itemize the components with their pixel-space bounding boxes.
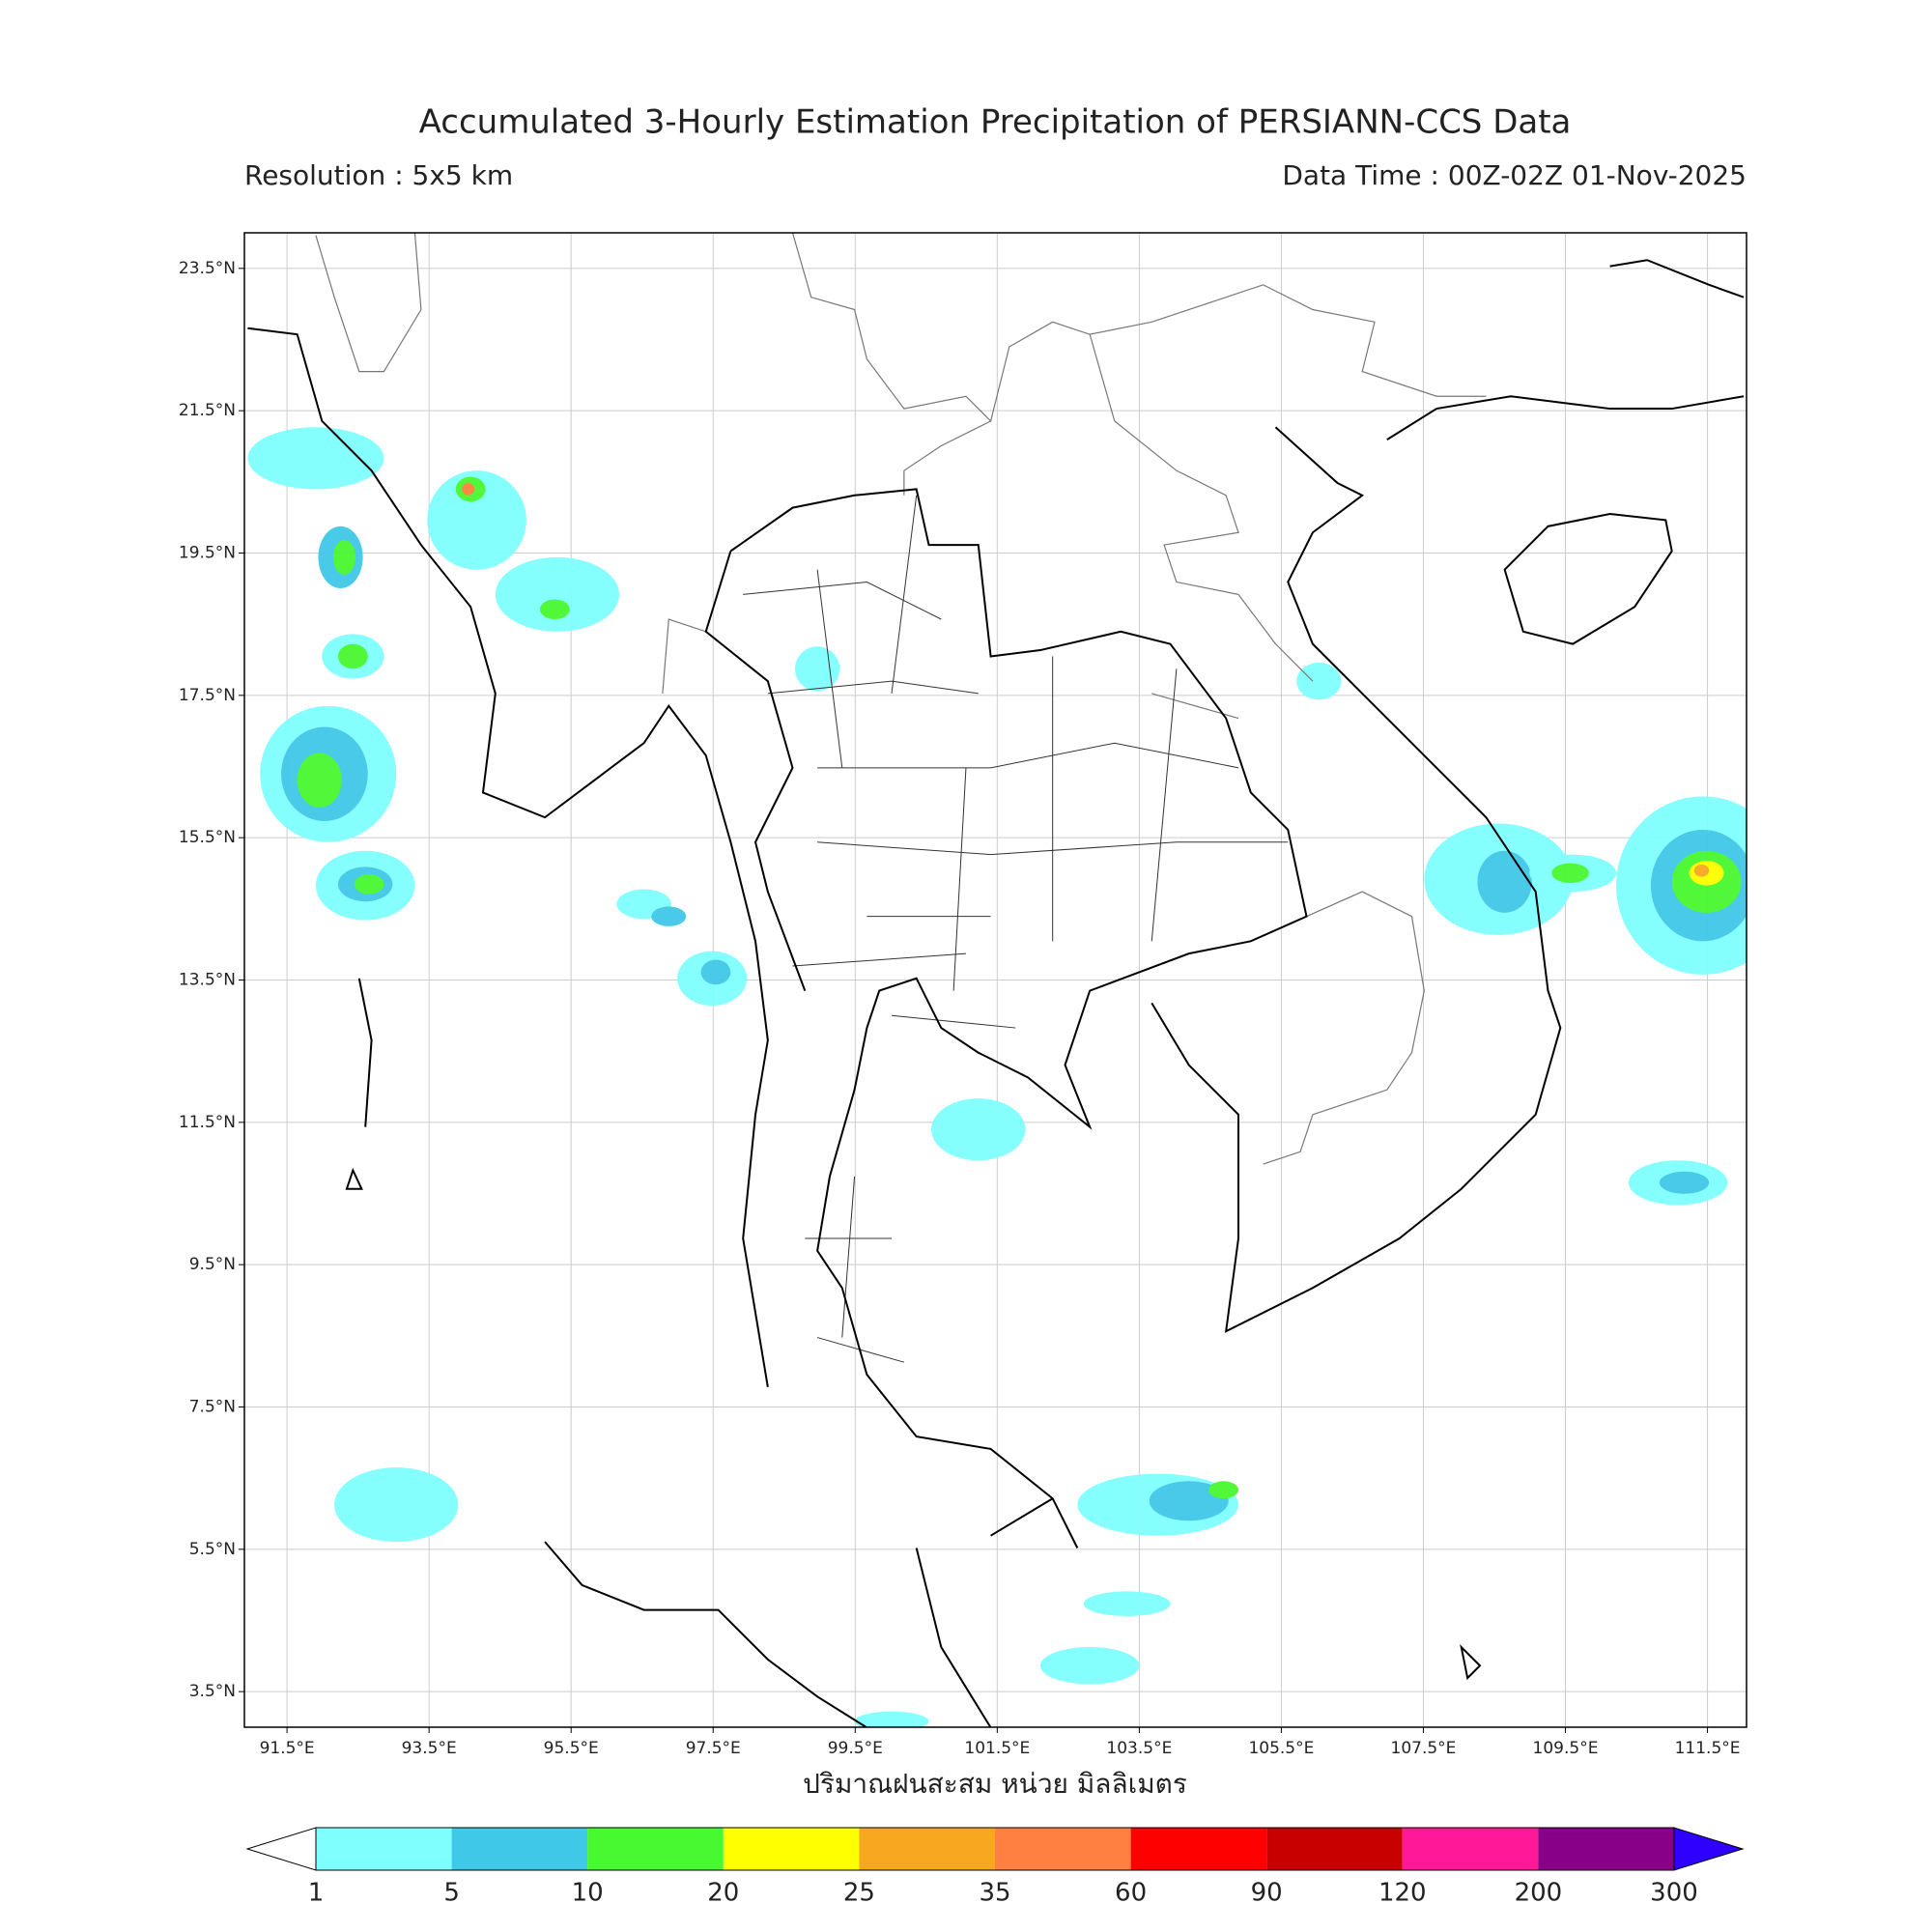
colorbar-segment [995,1828,1131,1870]
colorbar-frame [315,1827,1675,1871]
x-tick-label: 97.5°E [686,1739,741,1758]
colorbar-segment [1266,1828,1403,1870]
colorbar-tick-label: 120 [1378,1879,1427,1908]
y-tick-label: 23.5°N [179,259,236,278]
colorbar-tick-label: 25 [843,1879,875,1908]
x-tick-label: 105.5°E [1248,1739,1314,1758]
colorbar-segment [723,1828,860,1870]
y-tick-label: 7.5°N [189,1398,236,1417]
thailand-provinces [743,496,1288,1362]
colorbar-segment [859,1828,995,1870]
colorbar-segment [587,1828,724,1870]
colorbar-segment [1538,1828,1674,1870]
y-tick-label: 3.5°N [189,1682,236,1701]
colorbar-tick-label: 20 [707,1879,739,1908]
resolution: Resolution : 5x5 km [244,159,513,191]
colorbar-under [245,1827,317,1871]
colorbar-segment [451,1828,588,1870]
y-tick-label: 9.5°N [189,1255,236,1274]
colorbar-tick-label: 300 [1650,1879,1698,1908]
y-tick-label: 15.5°N [179,828,236,847]
x-tick-label: 95.5°E [544,1739,599,1758]
x-tick-label: 91.5°E [260,1739,315,1758]
colorbar: 1 5 10 20 25 35 60 90 120 200 300 [245,1827,1745,1908]
y-tick-label: 11.5°N [179,1113,236,1132]
y-tick-label: 17.5°N [179,686,236,705]
y-tick-label: 21.5°N [179,401,236,420]
colorbar-segment [1130,1828,1267,1870]
grid [244,233,1747,1727]
x-tick-label: 103.5°E [1106,1739,1172,1758]
x-tick-label: 99.5°E [828,1739,883,1758]
colorbar-tick-label: 60 [1115,1879,1147,1908]
x-tick-label: 101.5°E [964,1739,1030,1758]
x-tick-label: 111.5°E [1675,1739,1741,1758]
colorbar-segment [1402,1828,1539,1870]
borders [316,233,1486,1164]
y-tick-label: 5.5°N [189,1540,236,1559]
data-time: Data Time : 00Z-02Z 01-Nov-2025 [1282,159,1747,191]
y-tick-label: 19.5°N [179,544,236,563]
colorbar-segment [316,1828,452,1870]
x-tick-label: 109.5°E [1533,1739,1599,1758]
colorbar-tick-label: 10 [572,1879,604,1908]
colorbar-tick-label: 200 [1515,1879,1563,1908]
x-tick-label: 93.5°E [402,1739,457,1758]
colorbar-label: ปริมาณฝนสะสม หน่วย มิลลิเมตร [803,1768,1187,1800]
colorbar-tick-label: 1 [308,1879,325,1908]
colorbar-tick-label: 35 [979,1879,1010,1908]
map-content [247,233,1747,1727]
rain [247,427,1747,1727]
y-tick-label: 13.5°N [179,971,236,990]
colorbar-tick-label: 90 [1251,1879,1283,1908]
colorbar-tick-label: 5 [443,1879,460,1908]
colorbar-over [1673,1827,1745,1871]
x-tick-label: 107.5°E [1391,1739,1457,1758]
coastlines [247,260,1744,1727]
title: Accumulated 3-Hourly Estimation Precipit… [419,103,1572,142]
